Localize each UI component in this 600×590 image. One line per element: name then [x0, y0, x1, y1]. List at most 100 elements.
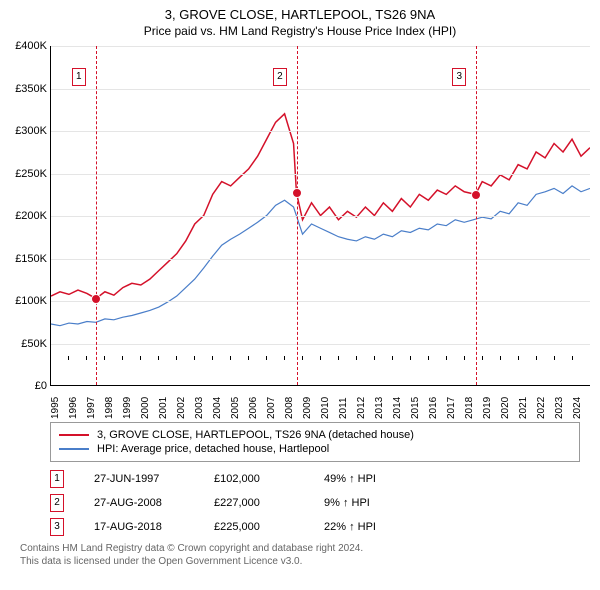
chart-subtitle: Price paid vs. HM Land Registry's House … [0, 24, 600, 38]
event-line [476, 46, 477, 385]
event-price: £102,000 [214, 473, 324, 485]
x-tick-mark [212, 356, 213, 360]
x-tick-mark [284, 356, 285, 360]
x-tick-mark [356, 356, 357, 360]
x-axis-label: 2011 [338, 398, 349, 420]
x-tick-mark [410, 356, 411, 360]
x-tick-mark [50, 356, 51, 360]
x-tick-mark [302, 356, 303, 360]
x-axis-label: 2022 [536, 397, 547, 419]
x-tick-mark [158, 356, 159, 360]
x-axis-label: 2010 [320, 397, 331, 419]
event-marker: 2 [273, 68, 287, 86]
x-axis-label: 2012 [356, 397, 367, 419]
x-tick-mark [572, 356, 573, 360]
x-tick-mark [554, 356, 555, 360]
x-axis-label: 2001 [158, 397, 169, 419]
x-tick-mark [518, 356, 519, 360]
x-axis-label: 1996 [68, 397, 79, 419]
x-axis-label: 2017 [446, 397, 457, 419]
x-axis-label: 2002 [176, 397, 187, 419]
chart-area: £0£50K£100K£150K£200K£250K£300K£350K£400… [50, 46, 590, 416]
chart-title: 3, GROVE CLOSE, HARTLEPOOL, TS26 9NA [0, 0, 600, 24]
event-line [297, 46, 298, 385]
event-row-marker: 3 [50, 518, 64, 536]
footer-line1: Contains HM Land Registry data © Crown c… [20, 542, 580, 555]
x-axis-label: 2014 [392, 397, 403, 419]
x-tick-mark [122, 356, 123, 360]
event-date: 27-JUN-1997 [94, 473, 214, 485]
y-axis-label: £300K [15, 125, 51, 137]
x-axis-label: 2016 [428, 397, 439, 419]
event-row: 3 17-AUG-2018£225,00022% ↑ HPI [50, 518, 580, 536]
x-tick-mark [104, 356, 105, 360]
x-axis-label: 2008 [284, 397, 295, 419]
legend: 3, GROVE CLOSE, HARTLEPOOL, TS26 9NA (de… [50, 422, 580, 462]
event-pct: 49% ↑ HPI [324, 473, 414, 485]
event-date: 27-AUG-2008 [94, 497, 214, 509]
event-row-marker: 1 [50, 470, 64, 488]
x-axis-label: 2004 [212, 397, 223, 419]
x-tick-mark [86, 356, 87, 360]
gridline [51, 259, 590, 260]
x-axis-label: 2005 [230, 397, 241, 419]
y-axis-label: £50K [21, 338, 51, 350]
y-axis-label: £200K [15, 210, 51, 222]
gridline [51, 89, 590, 90]
x-tick-mark [248, 356, 249, 360]
x-axis-label: 2024 [572, 397, 583, 419]
legend-item: 3, GROVE CLOSE, HARTLEPOOL, TS26 9NA (de… [59, 429, 571, 441]
x-tick-mark [68, 356, 69, 360]
x-axis-label: 2003 [194, 397, 205, 419]
event-row: 1 27-JUN-1997£102,00049% ↑ HPI [50, 470, 580, 488]
gridline [51, 216, 590, 217]
legend-swatch [59, 448, 89, 450]
x-axis-label: 2020 [500, 397, 511, 419]
event-price: £227,000 [214, 497, 324, 509]
footer-attribution: Contains HM Land Registry data © Crown c… [20, 542, 580, 568]
x-tick-mark [392, 356, 393, 360]
y-axis-label: £100K [15, 295, 51, 307]
event-pct: 22% ↑ HPI [324, 521, 414, 533]
x-axis: 1995199619971998199920002001200220032004… [50, 386, 590, 416]
legend-item: HPI: Average price, detached house, Hart… [59, 443, 571, 455]
x-tick-mark [482, 356, 483, 360]
x-axis-label: 1998 [104, 397, 115, 419]
event-dot [292, 188, 302, 198]
gridline [51, 301, 590, 302]
event-dot [91, 294, 101, 304]
y-axis-label: £250K [15, 168, 51, 180]
x-tick-mark [230, 356, 231, 360]
event-dot [471, 190, 481, 200]
events-table: 1 27-JUN-1997£102,00049% ↑ HPI 227-AUG-200… [50, 470, 580, 536]
x-axis-label: 2013 [374, 397, 385, 419]
x-tick-mark [500, 356, 501, 360]
x-axis-label: 2006 [248, 397, 259, 419]
x-tick-mark [140, 356, 141, 360]
x-tick-mark [338, 356, 339, 360]
x-tick-mark [536, 356, 537, 360]
event-marker: 3 [452, 68, 466, 86]
event-price: £225,000 [214, 521, 324, 533]
footer-line2: This data is licensed under the Open Gov… [20, 555, 580, 568]
series-price_paid [51, 114, 590, 299]
plot-region: £0£50K£100K£150K£200K£250K£300K£350K£400… [50, 46, 590, 386]
event-line [96, 46, 97, 385]
legend-swatch [59, 434, 89, 436]
gridline [51, 344, 590, 345]
x-tick-mark [374, 356, 375, 360]
event-row: 227-AUG-2008£227,0009% ↑ HPI [50, 494, 580, 512]
x-axis-label: 2023 [554, 397, 565, 419]
x-tick-mark [446, 356, 447, 360]
event-date: 17-AUG-2018 [94, 521, 214, 533]
x-tick-mark [464, 356, 465, 360]
x-axis-label: 1997 [86, 397, 97, 419]
x-axis-label: 2007 [266, 397, 277, 419]
x-axis-label: 2021 [518, 397, 529, 419]
gridline [51, 174, 590, 175]
x-axis-label: 2015 [410, 397, 421, 419]
x-tick-mark [194, 356, 195, 360]
x-tick-mark [176, 356, 177, 360]
x-axis-label: 2018 [464, 397, 475, 419]
event-pct: 9% ↑ HPI [324, 497, 414, 509]
